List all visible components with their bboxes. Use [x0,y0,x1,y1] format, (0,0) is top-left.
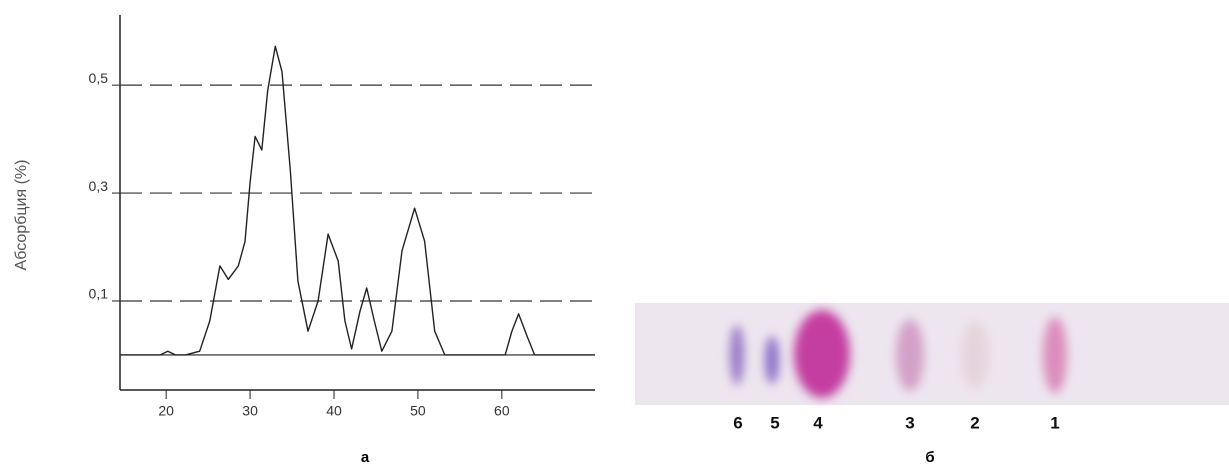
x-tick-label: 50 [410,403,426,419]
x-tick-label: 20 [158,403,174,419]
lane-label: 6 [733,413,742,432]
lane-label: 5 [770,413,779,432]
gel-strip [635,303,1229,405]
y-tick-label: 0,1 [89,286,109,302]
x-tick-label: 30 [242,403,258,419]
lane-label: 1 [1050,413,1059,432]
band [1043,317,1067,393]
lane-label: 3 [905,413,914,432]
data-line [120,45,595,356]
y-axis-label: Абсорбция (%) [13,160,30,271]
y-tick-label: 0,5 [89,70,109,86]
lane-label: 2 [970,413,979,432]
band [765,336,779,384]
band [896,319,924,391]
lane-label: 4 [813,413,823,432]
photo-caption: б [925,449,934,466]
y-tick-label: 0,3 [89,178,109,194]
chart-caption: а [361,449,370,466]
lane-labels: 6 5 4 3 2 1 [733,413,1059,432]
band [794,310,850,398]
band [961,321,989,389]
band [730,325,744,385]
x-tick-label: 40 [326,403,342,419]
x-tick-label: 60 [494,403,510,419]
gel-photo [635,303,1229,405]
